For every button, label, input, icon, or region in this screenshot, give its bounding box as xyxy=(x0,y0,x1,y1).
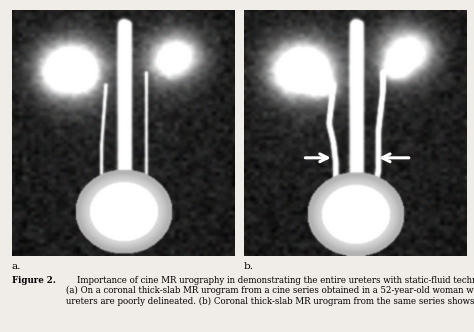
Text: b.: b. xyxy=(244,262,254,271)
Text: a.: a. xyxy=(12,262,21,271)
Text: Importance of cine MR urography in demonstrating the entire ureters with static-: Importance of cine MR urography in demon… xyxy=(66,276,474,306)
Text: Figure 2.: Figure 2. xyxy=(12,276,56,285)
